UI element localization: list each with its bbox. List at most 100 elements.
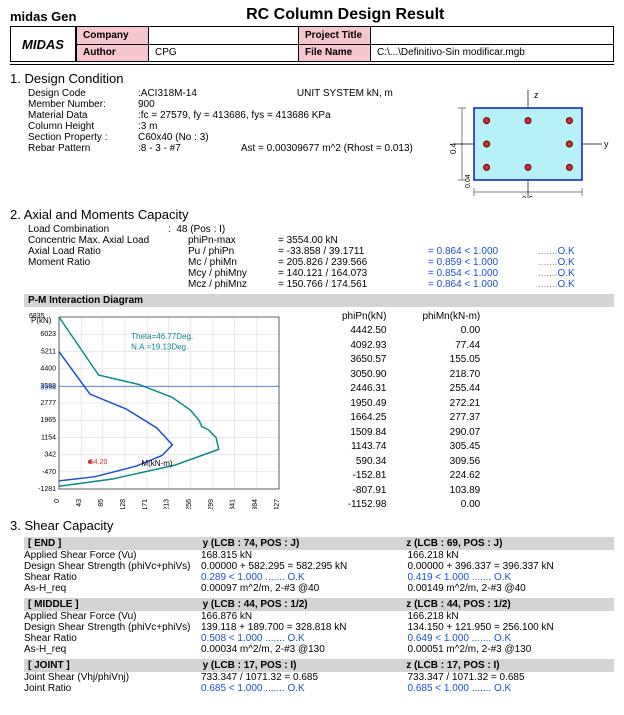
shear-g2-r1-l: Joint Ratio <box>24 683 201 694</box>
height-label: Column Height <box>28 121 138 132</box>
svg-text:213: 213 <box>164 499 171 509</box>
rebar-value: 8 - 3 - #7 <box>141 143 181 154</box>
svg-text:N.A.=19.13Deg.: N.A.=19.13Deg. <box>131 343 188 352</box>
member-value: 900 <box>138 99 155 110</box>
shear-g0-r0-z: 166.218 kN <box>408 550 615 561</box>
pm-p-8: 1143.74 <box>324 440 404 455</box>
svg-text:342: 342 <box>44 452 56 459</box>
pm-h1: phiPn(kN) <box>324 309 404 324</box>
pm-m-7: 290.07 <box>404 425 498 440</box>
pm-m-10: 224.62 <box>404 469 498 484</box>
pm-m-1: 77.44 <box>404 338 498 353</box>
pm-p-12: -1152.98 <box>324 498 404 513</box>
sectionprop-label: Section Property : <box>28 132 138 143</box>
axial-r-4: = 150.766 / 174.561 <box>278 279 428 290</box>
svg-text:341: 341 <box>230 499 237 509</box>
svg-text:5211: 5211 <box>41 348 56 355</box>
shear-g0-r2-l: Shear Ratio <box>24 572 201 583</box>
rebar-label: Rebar Pattern <box>28 143 138 154</box>
svg-text:1154: 1154 <box>41 434 56 441</box>
svg-text:85: 85 <box>98 499 105 507</box>
pm-chart: 0438512817121325629934138442760235211440… <box>24 309 284 512</box>
material-value: fc = 27579, fy = 413686, fys = 413686 KP… <box>141 110 331 121</box>
axial-ratio-2: = 0.859 < 1.000 <box>428 257 538 268</box>
pm-table: phiPn(kN)phiMn(kN-m) 4442.500.004092.937… <box>324 309 498 512</box>
svg-text:171: 171 <box>142 499 149 509</box>
section-3-title: 3. Shear Capacity <box>10 518 614 533</box>
pm-p-0: 4442.50 <box>324 324 404 339</box>
svg-text:y: y <box>604 139 609 149</box>
shear-g0-r3-y: 0.00097 m^2/m, 2-#3 @40 <box>201 583 408 594</box>
company-label: Company <box>77 27 149 45</box>
svg-text:384: 384 <box>252 499 259 509</box>
shear-g0-yh: y (LCB : 74, POS : J) <box>203 538 407 549</box>
svg-text:299: 299 <box>208 499 215 509</box>
axial-r-1: = -33.858 / 39.1711 <box>278 246 428 257</box>
pm-title: P-M Interaction Diagram <box>24 294 614 307</box>
svg-text:z: z <box>534 90 539 100</box>
svg-text:0: 0 <box>54 499 61 503</box>
svg-text:128: 128 <box>120 499 127 509</box>
code-label: Design Code <box>28 88 138 99</box>
shear-g2-zh: z (LCB : 17, POS : I) <box>406 660 610 671</box>
pm-m-6: 277.37 <box>404 411 498 426</box>
shear-g2-r0-z: 733.347 / 1071.32 = 0.685 <box>408 672 615 683</box>
ast-value: Ast = 0.00309677 m^2 (Rhost = 0.013) <box>241 143 413 154</box>
pm-m-3: 218.70 <box>404 367 498 382</box>
author-label: Author <box>77 44 149 62</box>
shear-g1-r3-y: 0.00034 m^2/m, 2-#3 @130 <box>201 644 408 655</box>
shear-g1-r2-l: Shear Ratio <box>24 633 201 644</box>
axial-ratio-1: = 0.864 < 1.000 <box>428 246 538 257</box>
svg-text:1965: 1965 <box>40 417 56 424</box>
axial-ok-2: O.K <box>557 257 574 268</box>
axial-r-2: = 205.826 / 239.566 <box>278 257 428 268</box>
pm-p-1: 4092.93 <box>324 338 404 353</box>
axial-ratio-4: = 0.864 < 1.000 <box>428 279 538 290</box>
shear-g1-r1-l: Design Shear Strength (phiVc+phiVs) <box>24 622 201 633</box>
pm-p-3: 3050.90 <box>324 367 404 382</box>
pm-p-9: 590.34 <box>324 454 404 469</box>
shear-g1-yh: y (LCB : 44, POS : 1/2) <box>203 599 407 610</box>
shear-g1-r3-z: 0.00051 m^2/m, 2-#3 @130 <box>408 644 615 655</box>
pm-p-10: -152.81 <box>324 469 404 484</box>
svg-text:0.04: 0.04 <box>465 174 472 188</box>
pm-m-4: 255.44 <box>404 382 498 397</box>
shear-g0-r3-z: 0.00149 m^2/m, 2-#3 @40 <box>408 583 615 594</box>
pm-p-5: 1950.49 <box>324 396 404 411</box>
svg-text:427: 427 <box>274 499 281 509</box>
shear-g1-name: [ MIDDLE ] <box>28 599 203 610</box>
shear-g0-r0-l: Applied Shear Force (Vu) <box>24 550 201 561</box>
header-table: Company Project Title Author CPG File Na… <box>76 26 614 62</box>
shear-g1-r2-z: 0.649 < 1.000 ....... O.K <box>408 633 615 644</box>
shear-g2-r0-l: Joint Shear (Vhj/phiVnj) <box>24 672 201 683</box>
page-title: RC Column Design Result <box>76 6 614 24</box>
pm-m-0: 0.00 <box>404 324 498 339</box>
pm-p-11: -807.91 <box>324 483 404 498</box>
svg-text:Theta=46.77Deg.: Theta=46.77Deg. <box>131 332 193 341</box>
loadcomb-label: Load Combination <box>28 224 168 235</box>
shear-g0-r3-l: As-H_req <box>24 583 201 594</box>
shear-g0-r1-l: Design Shear Strength (phiVc+phiVs) <box>24 561 201 572</box>
axial-m-1: Pu / phiPn <box>188 246 278 257</box>
svg-text:0.6: 0.6 <box>522 195 534 198</box>
logo: MIDAS <box>10 26 76 62</box>
unit-label: UNIT SYSTEM <box>297 88 364 99</box>
axial-m-2: Mc / phiMn <box>188 257 278 268</box>
svg-text:43: 43 <box>76 499 83 507</box>
pm-p-7: 1509.84 <box>324 425 404 440</box>
svg-text:3554: 3554 <box>40 385 56 392</box>
svg-text:0.4: 0.4 <box>449 142 458 154</box>
axial-l-0: Concentric Max. Axial Load <box>28 235 188 246</box>
svg-text:4400: 4400 <box>40 366 56 373</box>
file-value: C:\...\Definitivo-Sin modificar.mgb <box>371 44 614 62</box>
pm-m-9: 309.56 <box>404 454 498 469</box>
axial-ratio-3: = 0.854 < 1.000 <box>428 268 538 279</box>
svg-text:-1281: -1281 <box>38 486 56 493</box>
author-value: CPG <box>149 44 299 62</box>
pm-m-2: 155.05 <box>404 353 498 368</box>
sectionprop-value: C60x40 (No : 3) <box>138 132 209 143</box>
pm-p-2: 3650.57 <box>324 353 404 368</box>
pm-m-5: 272.21 <box>404 396 498 411</box>
company-value <box>149 27 299 45</box>
svg-text:6023: 6023 <box>40 331 56 338</box>
